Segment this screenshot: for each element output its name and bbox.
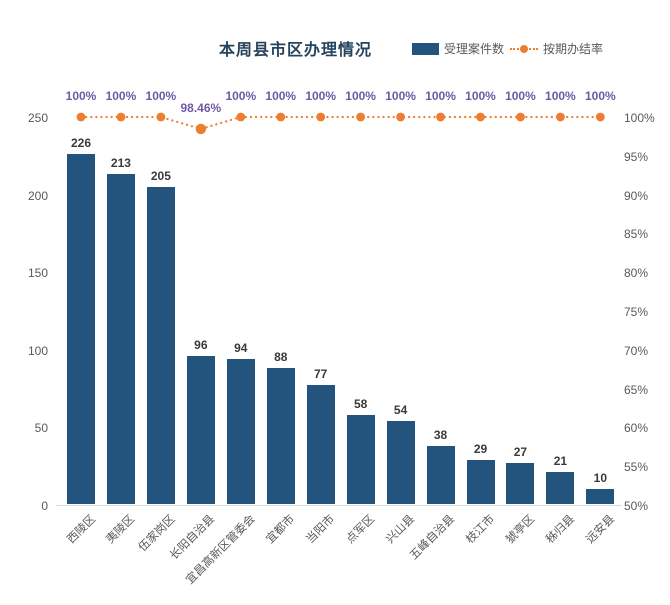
percent-label: 100% <box>465 89 496 103</box>
line-series-swatch-icon <box>510 43 539 55</box>
right-axis-tick: 85% <box>624 227 649 242</box>
percent-label: 100% <box>584 89 616 103</box>
x-axis-label: 点军区 <box>344 513 378 547</box>
x-axis-line <box>56 505 622 506</box>
bar-value-label: 88 <box>274 350 288 365</box>
percent-label: 100% <box>65 89 97 103</box>
left-axis-tick: 100 <box>27 343 48 358</box>
line-marker <box>436 112 445 122</box>
percent-label: 100% <box>385 89 416 103</box>
bar <box>306 385 335 504</box>
percent-label: 98.46% <box>180 100 222 115</box>
line-marker <box>396 112 405 122</box>
left-axis-tick: 0 <box>41 499 48 513</box>
right-axis-tick: 70% <box>624 343 649 358</box>
bar-value-label: 213 <box>110 156 131 171</box>
right-axis-tick: 75% <box>624 305 649 319</box>
bar <box>546 472 575 504</box>
line-marker <box>356 112 366 122</box>
bar <box>186 356 215 504</box>
bar <box>386 421 415 504</box>
rate-line <box>79 115 602 131</box>
legend: 受理案件数 按期办结率 <box>412 40 603 57</box>
bar <box>106 174 135 504</box>
bar-value-label: 21 <box>553 454 568 469</box>
right-axis-tick: 60% <box>624 421 649 436</box>
bar-value-label: 77 <box>314 367 328 382</box>
percent-label: 100% <box>265 89 297 103</box>
percent-label: 100% <box>225 89 257 103</box>
right-axis-tick: 80% <box>624 266 649 281</box>
x-axis-label: 西陵区 <box>64 513 98 547</box>
bar <box>67 154 95 504</box>
x-axis-label: 远安县 <box>584 513 617 547</box>
right-axis-tick: 95% <box>624 149 649 164</box>
left-axis-tick: 200 <box>27 188 48 203</box>
left-axis-tick: 150 <box>27 266 48 281</box>
bar-value-label: 94 <box>234 341 248 356</box>
bar-value-label: 226 <box>70 136 92 151</box>
x-axis-label: 兴山县 <box>384 513 418 547</box>
bar <box>506 463 535 504</box>
line-marker <box>116 112 126 122</box>
line-marker <box>595 112 605 122</box>
right-axis-tick: 50% <box>624 499 649 513</box>
x-axis-label: 猇亭区 <box>504 513 538 547</box>
bar <box>466 459 495 504</box>
bar-value-label: 58 <box>353 396 368 411</box>
legend-item-rate[interactable]: 按期办结率 <box>510 40 603 57</box>
percent-label: 100% <box>545 89 576 103</box>
bar <box>426 446 455 504</box>
bar <box>146 186 175 504</box>
percent-label: 100% <box>425 89 456 103</box>
right-axis-tick: 65% <box>624 382 649 397</box>
line-marker <box>276 112 286 122</box>
bar <box>346 414 375 504</box>
right-axis-tick: 90% <box>624 188 649 203</box>
left-axis-tick: 50 <box>34 421 48 436</box>
line-marker <box>516 112 525 122</box>
line-marker <box>556 112 565 122</box>
right-axis-tick: 100% <box>624 111 655 125</box>
bar <box>586 489 615 504</box>
percent-label: 100% <box>105 89 137 103</box>
percent-label: 100% <box>505 89 536 103</box>
bar-value-label: 205 <box>150 168 171 183</box>
bar-series-swatch-icon <box>412 42 439 55</box>
bar-value-label: 38 <box>433 428 448 443</box>
bar <box>226 359 255 504</box>
percent-label: 100% <box>145 89 177 103</box>
legend-label-cases: 受理案件数 <box>444 42 505 56</box>
line-marker <box>156 112 166 122</box>
legend-label-rate: 按期办结率 <box>543 42 604 56</box>
line-marker <box>76 112 86 122</box>
x-axis-label: 当阳市 <box>304 513 338 547</box>
x-axis-label: 夷陵区 <box>104 513 138 547</box>
x-axis-label: 枝江市 <box>464 513 498 547</box>
x-axis-label: 秭归县 <box>544 513 578 547</box>
chart-title: 本周县市区办理情况 <box>219 42 373 59</box>
line-marker <box>195 123 207 135</box>
bar-value-label: 54 <box>393 403 408 418</box>
right-axis-tick: 55% <box>624 460 649 475</box>
legend-item-cases[interactable]: 受理案件数 <box>412 40 504 57</box>
bar-value-label: 29 <box>473 441 488 456</box>
bar-value-label: 10 <box>593 471 608 486</box>
bar-value-label: 27 <box>513 445 528 460</box>
left-axis-tick: 250 <box>27 111 48 125</box>
bar-value-label: 96 <box>194 338 208 352</box>
line-marker <box>236 112 246 122</box>
line-marker <box>476 112 485 122</box>
x-axis-label: 宜都市 <box>264 513 298 547</box>
bar <box>266 368 295 504</box>
percent-label: 100% <box>305 89 337 103</box>
percent-label: 100% <box>345 89 376 103</box>
line-marker <box>316 112 326 122</box>
